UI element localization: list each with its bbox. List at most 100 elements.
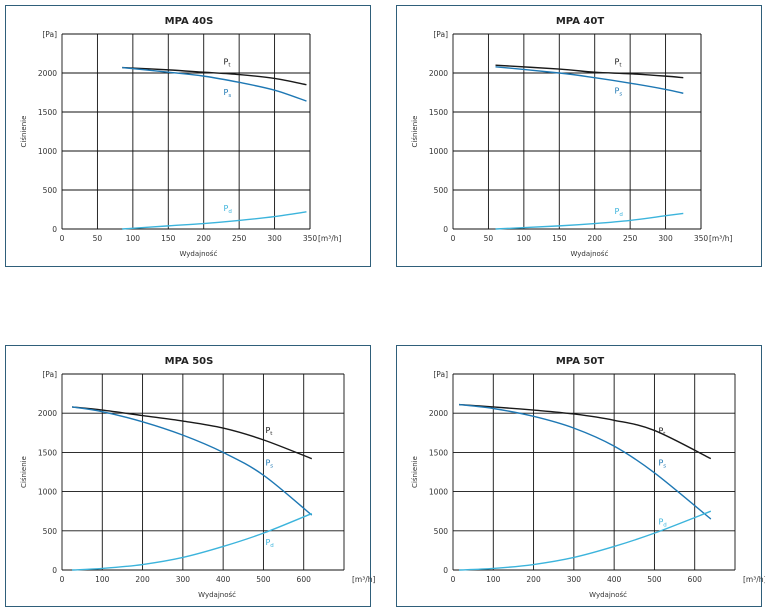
y-tick-label: 1000 xyxy=(429,488,448,497)
x-axis-title: Wydajność xyxy=(179,250,217,258)
y-axis-title: Ciśnienie xyxy=(411,456,419,488)
series-line-pd xyxy=(495,212,684,230)
x-tick-label: 500 xyxy=(256,575,271,584)
series-label: Pt xyxy=(615,57,623,68)
series-line-pd xyxy=(122,211,307,230)
x-tick-label: 150 xyxy=(161,234,176,243)
series-line-pd xyxy=(459,510,712,571)
y-tick-label: 2000 xyxy=(429,69,448,78)
x-tick-label: 350 xyxy=(303,234,318,243)
x-unit-label: [m³/h] xyxy=(743,575,765,584)
x-tick-label: 100 xyxy=(126,234,141,243)
x-tick-label: 300 xyxy=(267,234,282,243)
x-tick-label: 100 xyxy=(486,575,501,584)
x-tick-label: 600 xyxy=(297,575,312,584)
series-label: Pd xyxy=(615,207,623,218)
x-tick-label: 350 xyxy=(694,234,709,243)
series-label: Ps xyxy=(265,459,273,470)
chart-panel-mpa-50t: MPA 50T [Pa] 0 500 1000 1500 2000 0 100 200 300 400… xyxy=(396,345,765,607)
chart-title: MPA 40S xyxy=(165,16,214,27)
series-label: Pd xyxy=(224,204,232,215)
series-line-pt xyxy=(495,64,684,79)
x-tick-label: 0 xyxy=(60,575,65,584)
series-label: Pt xyxy=(658,427,666,438)
series-line-pt xyxy=(71,406,313,460)
y-tick-label: 1500 xyxy=(429,448,448,457)
y-unit-label: [Pa] xyxy=(42,370,57,379)
y-tick-label: 0 xyxy=(443,225,448,234)
series-label: Pt xyxy=(224,57,232,68)
x-tick-label: 400 xyxy=(607,575,622,584)
x-tick-label: 200 xyxy=(197,234,212,243)
y-tick-label: 2000 xyxy=(429,409,448,418)
x-tick-label: 300 xyxy=(567,575,582,584)
x-tick-label: 500 xyxy=(647,575,662,584)
chart-panel-mpa-40t: MPA 40T [Pa] 0 500 1000 1500 2000 0 50 100 150 200 2… xyxy=(396,5,762,267)
x-unit-label: [m³/h] xyxy=(709,234,733,243)
y-tick-label: 1000 xyxy=(429,147,448,156)
chart-title: MPA 40T xyxy=(556,16,604,27)
x-tick-label: 150 xyxy=(552,234,567,243)
x-tick-label: 250 xyxy=(232,234,247,243)
gridlines xyxy=(61,373,345,571)
x-tick-label: 300 xyxy=(176,575,191,584)
y-tick-label: 500 xyxy=(43,186,58,195)
gridlines xyxy=(452,33,702,230)
y-tick-label: 2000 xyxy=(38,409,57,418)
chart-svg: MPA 50S [Pa] 0 500 1000 1500 2000 0 100 200 300 400… xyxy=(20,356,376,599)
x-tick-label: 0 xyxy=(451,575,456,584)
series-label: Pd xyxy=(265,538,273,549)
series-line-ps xyxy=(495,66,684,94)
x-tick-label: 250 xyxy=(623,234,638,243)
series-label: Ps xyxy=(224,88,232,99)
series-line-pd xyxy=(72,512,313,571)
series-line-ps xyxy=(71,406,313,516)
y-tick-label: 500 xyxy=(43,527,58,536)
y-tick-label: 500 xyxy=(434,186,449,195)
gridlines xyxy=(61,33,311,230)
chart-svg: MPA 40S [Pa] 0 500 1000 1500 2000 0 50 100 150 200 2… xyxy=(20,16,342,258)
chart-svg: MPA 40T [Pa] 0 500 1000 1500 2000 0 50 100 150 200 2… xyxy=(411,16,733,258)
y-tick-label: 1000 xyxy=(38,488,57,497)
chart-panel-mpa-40s: MPA 40S [Pa] 0 500 1000 1500 2000 0 50 100 150 200 2… xyxy=(5,5,371,267)
chart-svg: MPA 50T [Pa] 0 500 1000 1500 2000 0 100 200 300 400… xyxy=(411,356,765,599)
y-tick-label: 0 xyxy=(443,566,448,575)
y-axis-title: Ciśnienie xyxy=(411,116,419,148)
y-unit-label: [Pa] xyxy=(433,370,448,379)
series-label: Ps xyxy=(615,86,623,97)
series-line-ps xyxy=(122,66,307,102)
y-axis-title: Ciśnienie xyxy=(20,456,28,488)
x-tick-label: 400 xyxy=(216,575,231,584)
x-unit-label: [m³/h] xyxy=(318,234,342,243)
x-axis-title: Wydajność xyxy=(589,591,627,599)
y-tick-label: 500 xyxy=(434,527,449,536)
y-tick-label: 1500 xyxy=(429,108,448,117)
x-tick-label: 100 xyxy=(95,575,110,584)
x-tick-label: 200 xyxy=(526,575,541,584)
x-axis-title: Wydajność xyxy=(198,591,236,599)
y-unit-label: [Pa] xyxy=(433,30,448,39)
y-axis-title: Ciśnienie xyxy=(20,116,28,148)
chart-title: MPA 50S xyxy=(165,356,214,367)
y-tick-label: 0 xyxy=(52,566,57,575)
series-line-pt xyxy=(122,66,307,86)
x-tick-label: 200 xyxy=(588,234,603,243)
y-tick-label: 0 xyxy=(52,225,57,234)
series-label: Pd xyxy=(658,518,666,529)
series-label: Ps xyxy=(658,459,666,470)
series-line-ps xyxy=(458,403,712,520)
chart-panel-mpa-50s: MPA 50S [Pa] 0 500 1000 1500 2000 0 100 200 300 400… xyxy=(5,345,376,607)
x-tick-label: 0 xyxy=(60,234,65,243)
x-tick-label: 600 xyxy=(688,575,703,584)
x-tick-label: 0 xyxy=(451,234,456,243)
x-tick-label: 100 xyxy=(517,234,532,243)
x-axis-title: Wydajność xyxy=(570,250,608,258)
y-unit-label: [Pa] xyxy=(42,30,57,39)
y-tick-label: 2000 xyxy=(38,69,57,78)
gridlines xyxy=(452,373,736,571)
y-tick-label: 1000 xyxy=(38,147,57,156)
x-tick-label: 50 xyxy=(93,234,103,243)
y-tick-label: 1500 xyxy=(38,448,57,457)
x-unit-label: [m³/h] xyxy=(352,575,376,584)
series-line-pt xyxy=(458,403,712,460)
